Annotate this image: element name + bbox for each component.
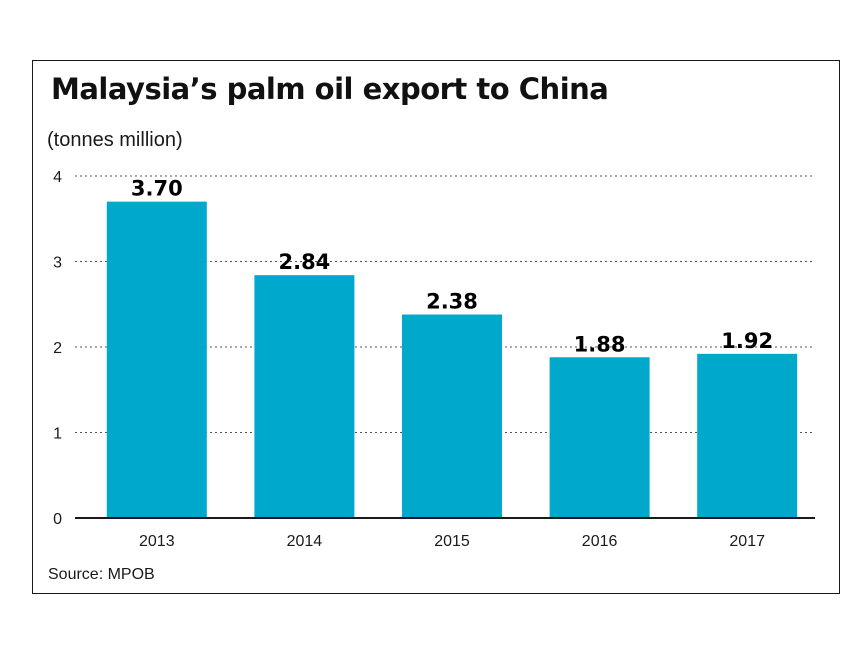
source-note: Source: MPOB bbox=[48, 566, 155, 583]
y-axis-unit-label: (tonnes million) bbox=[47, 129, 183, 151]
bar bbox=[106, 201, 207, 518]
bar-value-label: 1.92 bbox=[721, 329, 773, 353]
x-tick-label: 2016 bbox=[582, 533, 618, 550]
y-tick-label: 0 bbox=[53, 511, 62, 528]
y-tick-label: 4 bbox=[53, 169, 62, 186]
x-tick-label: 2013 bbox=[139, 533, 175, 550]
x-tick-label: 2014 bbox=[287, 533, 323, 550]
y-tick-label: 3 bbox=[53, 255, 62, 272]
bar-value-label: 1.88 bbox=[574, 332, 626, 356]
x-tick-label: 2017 bbox=[729, 533, 765, 550]
bar-value-label: 2.38 bbox=[426, 290, 478, 314]
bar-value-label: 2.84 bbox=[278, 250, 330, 274]
chart-title: Malaysia’s palm oil export to China bbox=[51, 72, 609, 106]
bar-value-label: 3.70 bbox=[131, 177, 183, 201]
x-tick-label: 2015 bbox=[434, 533, 470, 550]
chart-frame bbox=[32, 60, 840, 594]
bar bbox=[402, 314, 502, 518]
bar bbox=[549, 357, 650, 518]
bar bbox=[254, 275, 355, 518]
y-tick-label: 1 bbox=[53, 426, 62, 443]
y-tick-label: 2 bbox=[53, 340, 62, 357]
bar bbox=[697, 353, 798, 518]
